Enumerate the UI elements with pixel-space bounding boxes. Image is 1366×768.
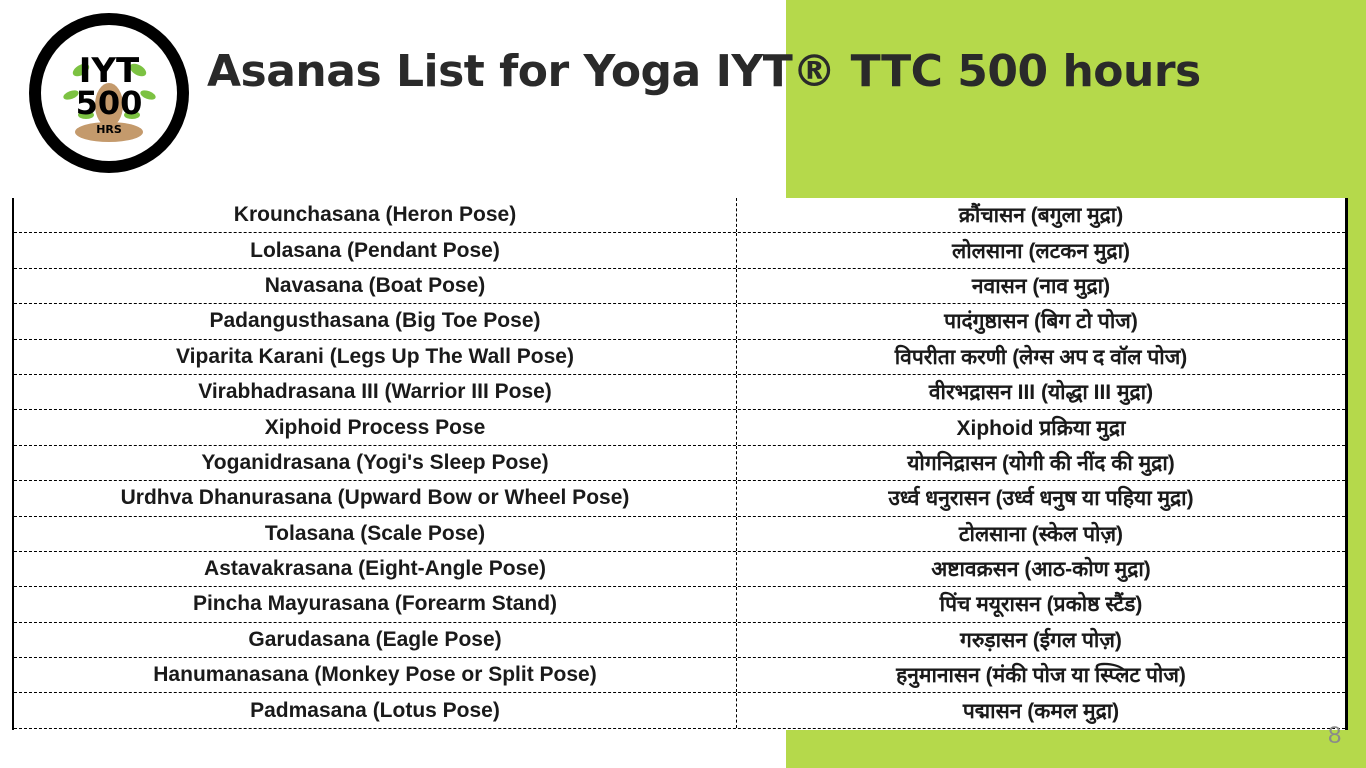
- logo-text-iyt: IYT: [79, 51, 140, 91]
- asana-english-name: Hanumanasana (Monkey Pose or Split Pose): [14, 658, 737, 693]
- asana-hindi-name: टोलसाना (स्केल पोज़): [958, 522, 1124, 546]
- table-row: Tolasana (Scale Pose) टोलसाना (स्केल पोज़…: [14, 516, 1345, 552]
- table-row: Viparita Karani (Legs Up The Wall Pose) व…: [14, 339, 1345, 375]
- asana-hindi-name: गरुड़ासन (ईगल पोज़): [960, 628, 1122, 652]
- table-row: Yoganidrasana (Yogi's Sleep Pose) योगनिद्…: [14, 445, 1345, 482]
- table-row: Garudasana (Eagle Pose) गरुड़ासन (ईगल पोज…: [14, 622, 1345, 659]
- asana-english-name: Padangusthasana (Big Toe Pose): [14, 304, 737, 339]
- table-row: Lolasana (Pendant Pose) लोलसाना (लटकन मुद…: [14, 233, 1345, 269]
- table-row: Padmasana (Lotus Pose) पद्मासन (कमल मुद्र…: [14, 693, 1345, 729]
- asana-hindi-name: पद्मासन (कमल मुद्रा): [962, 699, 1120, 723]
- asana-english-name: Garudasana (Eagle Pose): [14, 622, 737, 658]
- asana-english-name: Krounchasana (Heron Pose): [14, 198, 737, 233]
- asana-hindi-name: योगनिद्रासन (योगी की नींद की मुद्रा): [907, 451, 1175, 475]
- asana-english-name: Astavakrasana (Eight-Angle Pose): [14, 551, 737, 587]
- table-row: Xiphoid Process Pose Xiphoid प्रक्रिया मु…: [14, 410, 1345, 446]
- slide-title: Asanas List for Yoga IYT® TTC 500 hours: [207, 46, 1201, 97]
- logo-text-500: 500: [76, 84, 143, 122]
- table-row: Urdhva Dhanurasana (Upward Bow or Wheel …: [14, 481, 1345, 517]
- asana-hindi-name: अष्टावक्रसन (आठ-कोण मुद्रा): [931, 558, 1151, 582]
- asana-english-name: Xiphoid Process Pose: [14, 410, 737, 445]
- asana-hindi-name: पिंच मयूरासन (प्रकोष्ठ स्टैंड): [939, 593, 1143, 617]
- asana-english-name: Yoganidrasana (Yogi's Sleep Pose): [14, 445, 737, 481]
- asana-english-name: Padmasana (Lotus Pose): [14, 693, 737, 728]
- asana-english-name: Virabhadrasana III (Warrior III Pose): [14, 374, 737, 410]
- asana-english-name: Pincha Mayurasana (Forearm Stand): [14, 587, 737, 622]
- asana-english-name: Tolasana (Scale Pose): [14, 516, 737, 551]
- asana-hindi-name: क्रौंचासन (बगुला मुद्रा): [958, 204, 1124, 228]
- asana-hindi-name: Xiphoid प्रक्रिया मुद्रा: [956, 416, 1126, 440]
- asana-hindi-name: उर्ध्व धनुरासन (उर्ध्व धनुष या पहिया मुद…: [888, 487, 1194, 511]
- table-row: Astavakrasana (Eight-Angle Pose) अष्टावक्…: [14, 551, 1345, 588]
- table-row: Krounchasana (Heron Pose) क्रौंचासन (बगुल…: [14, 198, 1345, 234]
- asana-english-name: Lolasana (Pendant Pose): [14, 233, 737, 268]
- iyt-500-logo: IYT 500 HRS: [26, 10, 192, 176]
- asana-hindi-name: लोलसाना (लटकन मुद्रा): [951, 239, 1131, 263]
- asana-hindi-name: विपरीता करणी (लेग्स अप द वॉल पोज): [894, 345, 1188, 369]
- table-row: Hanumanasana (Monkey Pose or Split Pose)…: [14, 658, 1345, 694]
- table-row: Padangusthasana (Big Toe Pose) पादंगुष्ठा…: [14, 304, 1345, 340]
- asanas-table: Krounchasana (Heron Pose) क्रौंचासन (बगुल…: [12, 198, 1348, 730]
- asana-hindi-name: पादंगुष्ठासन (बिग टो पोज): [944, 310, 1138, 334]
- table-row: Navasana (Boat Pose) नवासन (नाव मुद्रा): [14, 268, 1345, 305]
- asana-english-name: Navasana (Boat Pose): [14, 268, 737, 304]
- asana-hindi-name: नवासन (नाव मुद्रा): [971, 274, 1111, 298]
- asana-hindi-name: वीरभद्रासन III (योद्धा III मुद्रा): [928, 381, 1154, 405]
- asana-english-name: Viparita Karani (Legs Up The Wall Pose): [14, 339, 737, 374]
- table-row: Virabhadrasana III (Warrior III Pose) वीर…: [14, 374, 1345, 411]
- asana-hindi-name: हनुमानासन (मंकी पोज या स्प्लिट पोज): [896, 664, 1186, 688]
- asana-english-name: Urdhva Dhanurasana (Upward Bow or Wheel …: [14, 481, 737, 516]
- logo-text-hrs: HRS: [96, 123, 122, 136]
- table-row: Pincha Mayurasana (Forearm Stand) पिंच मय…: [14, 587, 1345, 623]
- page-number: 8: [1328, 722, 1342, 749]
